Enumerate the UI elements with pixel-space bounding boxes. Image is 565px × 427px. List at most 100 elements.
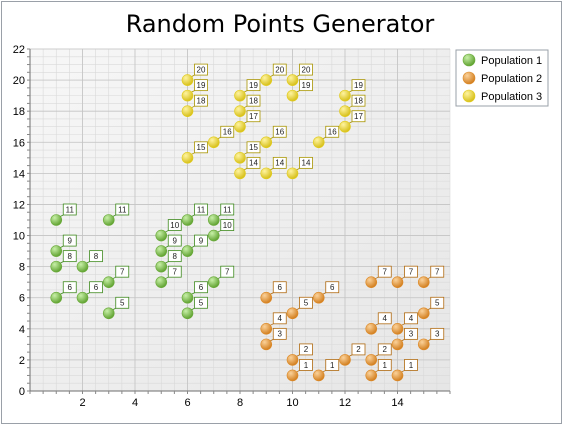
data-point[interactable]: [365, 369, 378, 382]
data-point[interactable]: [286, 167, 299, 180]
data-point[interactable]: [339, 354, 351, 366]
plot-area: 2 4 6 8 10 12 14024681012141618202211986861175…: [13, 44, 451, 409]
data-point[interactable]: [365, 323, 378, 335]
data-point[interactable]: [207, 276, 220, 288]
data-point[interactable]: [312, 369, 325, 382]
data-point[interactable]: [286, 89, 299, 102]
point-label: 3: [278, 330, 283, 339]
point-label: 2: [383, 345, 388, 354]
x-tick-label: 10: [286, 397, 298, 409]
data-point[interactable]: [260, 291, 273, 304]
point-label-box: [246, 79, 261, 92]
data-point[interactable]: [76, 291, 89, 304]
data-point[interactable]: [339, 120, 351, 133]
data-point[interactable]: [234, 152, 246, 164]
point-label-box: [299, 359, 313, 371]
data-point[interactable]: [155, 276, 168, 288]
data-point[interactable]: [181, 74, 194, 86]
data-point[interactable]: [207, 229, 220, 242]
point-label: 2: [356, 345, 361, 354]
data-point[interactable]: [102, 276, 115, 288]
data-point[interactable]: [155, 245, 168, 257]
data-point[interactable]: [260, 338, 273, 351]
data-point[interactable]: [181, 307, 194, 320]
data-point[interactable]: [234, 167, 246, 180]
x-tick-label: 2: [79, 397, 85, 409]
data-point[interactable]: [339, 105, 351, 117]
data-point[interactable]: [260, 74, 273, 86]
data-point[interactable]: [286, 307, 299, 320]
data-point[interactable]: [417, 276, 430, 288]
point-label: 6: [199, 283, 204, 292]
point-label-box: [115, 296, 130, 309]
point-label-box: [272, 327, 287, 340]
data-point[interactable]: [417, 307, 430, 320]
point-label-box: [194, 281, 208, 294]
series-3: 20 19 18 15 16 19 18 17 15 14 20 16 14 20 19 14 16 19 18 17: [181, 63, 366, 180]
data-point[interactable]: [102, 214, 115, 226]
data-point[interactable]: [50, 291, 63, 304]
data-point[interactable]: [155, 229, 168, 242]
data-point[interactable]: [234, 105, 246, 117]
point-label: 18: [354, 96, 363, 105]
data-point[interactable]: [181, 291, 194, 304]
data-point[interactable]: [286, 74, 299, 86]
point-label-box: [62, 250, 77, 263]
data-point[interactable]: [181, 214, 194, 226]
point-label: 15: [197, 143, 206, 152]
data-point[interactable]: [260, 136, 273, 149]
data-point[interactable]: [181, 105, 194, 117]
data-point[interactable]: [365, 354, 378, 366]
point-label: 7: [409, 267, 414, 276]
data-point[interactable]: [207, 214, 220, 226]
point-label-box: [272, 156, 287, 169]
data-point[interactable]: [312, 136, 325, 149]
point-label-box: [246, 156, 261, 169]
chart-title: Random Points Generator: [126, 10, 435, 38]
data-point[interactable]: [260, 167, 273, 180]
data-point[interactable]: [312, 291, 325, 304]
point-label-box: [404, 312, 418, 325]
legend-entry[interactable]: Population 3: [481, 91, 542, 103]
data-point[interactable]: [339, 89, 351, 102]
legend-entry[interactable]: Population 2: [481, 73, 542, 85]
data-point[interactable]: [181, 152, 194, 164]
data-point[interactable]: [234, 89, 246, 102]
point-label: 8: [173, 252, 178, 261]
data-point[interactable]: [286, 354, 299, 366]
point-label-box: [299, 63, 313, 76]
point-label: 6: [94, 283, 99, 292]
legend-entry[interactable]: Population 1: [481, 55, 542, 67]
data-point[interactable]: [286, 369, 299, 382]
data-point[interactable]: [417, 338, 430, 351]
point-label-box: [299, 343, 313, 356]
data-point[interactable]: [50, 245, 63, 257]
data-point[interactable]: [234, 120, 246, 133]
y-tick-label: 0: [19, 386, 25, 398]
point-label: 6: [68, 283, 73, 292]
series-2: 6 4 3 5 2 1 6 1 2 7 4 2 1 7 4 3 1 7 5 3: [260, 265, 445, 382]
point-label: 5: [199, 299, 204, 308]
point-label-box: [377, 312, 392, 325]
data-point[interactable]: [50, 214, 63, 226]
point-label-box: [299, 296, 313, 309]
data-point[interactable]: [391, 369, 404, 382]
data-point[interactable]: [181, 89, 194, 102]
data-point[interactable]: [260, 323, 273, 335]
data-point[interactable]: [181, 245, 194, 257]
point-label-box: [62, 281, 77, 294]
data-point[interactable]: [102, 307, 115, 320]
data-point[interactable]: [207, 136, 220, 149]
data-point[interactable]: [391, 338, 404, 351]
data-point[interactable]: [391, 323, 404, 335]
data-point[interactable]: [76, 260, 89, 273]
point-label-box: [299, 156, 313, 169]
data-point[interactable]: [391, 276, 404, 288]
point-label: 10: [223, 221, 232, 230]
data-point[interactable]: [365, 276, 378, 288]
data-point[interactable]: [155, 260, 168, 273]
data-point[interactable]: [50, 260, 63, 273]
point-label: 7: [173, 267, 178, 276]
point-label: 19: [354, 81, 363, 90]
